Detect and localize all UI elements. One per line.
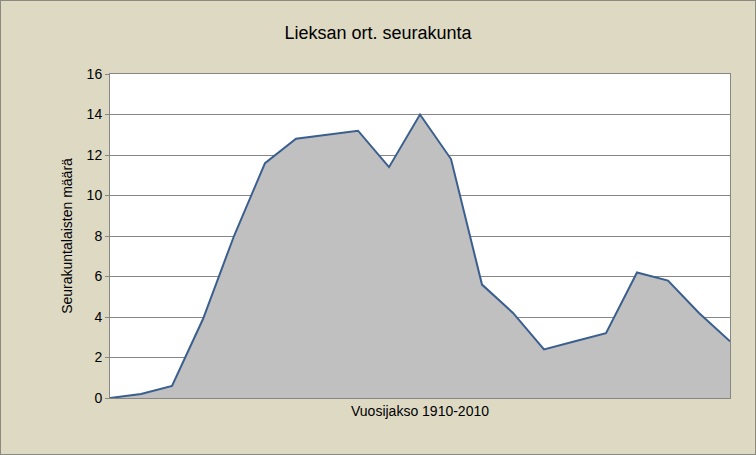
svg-text:8: 8 [94,228,102,244]
svg-text:2: 2 [94,349,102,365]
svg-text:16: 16 [87,66,103,82]
svg-text:6: 6 [94,268,102,284]
svg-text:Vuosijakso 1910-2010: Vuosijakso 1910-2010 [351,403,489,419]
svg-text:14: 14 [87,106,103,122]
svg-text:12: 12 [87,147,103,163]
svg-text:0: 0 [94,390,102,406]
svg-text:4: 4 [94,309,102,325]
svg-text:Seurakuntalaisten määrä: Seurakuntalaisten määrä [59,158,75,314]
svg-text:10: 10 [87,187,103,203]
svg-text:Lieksan ort. seurakunta: Lieksan ort. seurakunta [284,23,472,43]
